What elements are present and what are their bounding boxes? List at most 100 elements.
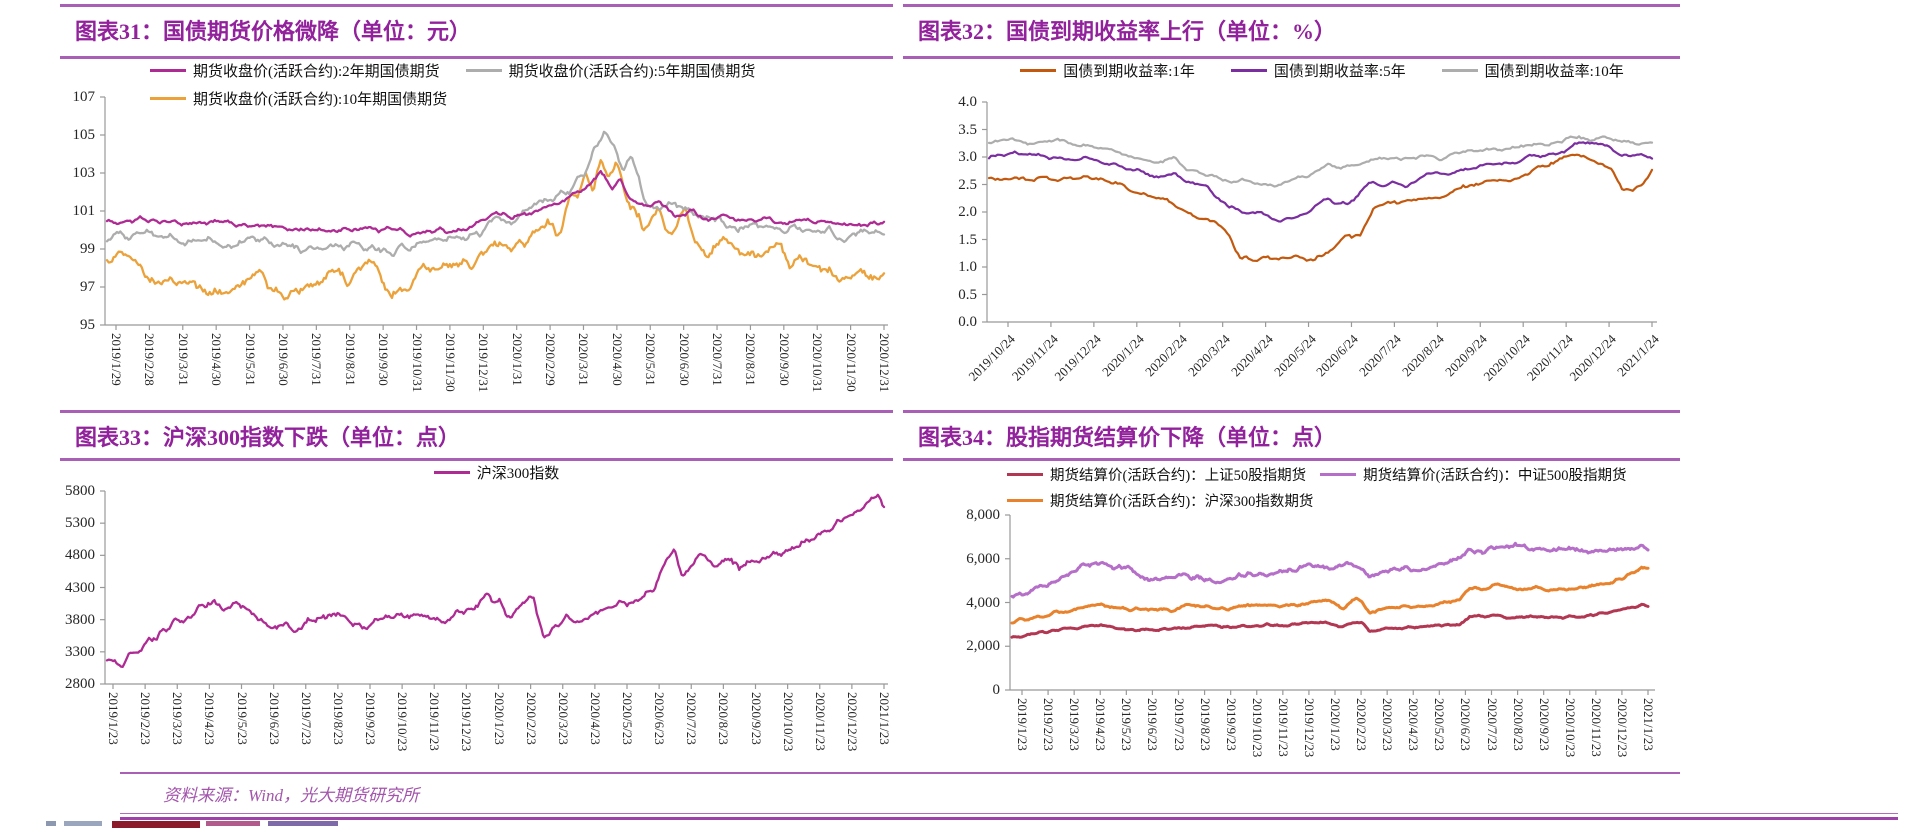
y-tick-label: 105 bbox=[72, 127, 96, 143]
y-tick-label: 6,000 bbox=[966, 550, 1000, 567]
x-tick-label: 2019/2/23 bbox=[138, 692, 154, 745]
legend-label: 期货收盘价(活跃合约):10年期国债期货 bbox=[193, 92, 448, 108]
x-tick-label: 2019/6/30 bbox=[275, 333, 291, 386]
clipped-text-fragment bbox=[268, 821, 338, 826]
series-line-c32-0 bbox=[987, 153, 1654, 262]
x-tick-label: 2020/3/23 bbox=[555, 692, 571, 745]
x-tick-label: 2019/7/31 bbox=[309, 333, 325, 386]
x-tick-label: 2020/1/31 bbox=[509, 333, 525, 386]
x-tick-label: 2020/6/23 bbox=[1458, 698, 1474, 751]
x-tick-label: 2019/8/23 bbox=[330, 692, 346, 745]
y-tick-label: 2.5 bbox=[958, 176, 977, 193]
legend-item: 国债到期收益率:10年 bbox=[1441, 60, 1624, 81]
x-tick-label: 2020/4/23 bbox=[1406, 698, 1422, 751]
y-tick-label: 4.0 bbox=[958, 94, 977, 110]
divider bbox=[903, 458, 1680, 461]
divider bbox=[903, 4, 1680, 7]
y-tick-label: 0.5 bbox=[958, 286, 977, 303]
legend-row: 国债到期收益率:1年 国债到期收益率:5年 国债到期收益率:10年 bbox=[987, 60, 1657, 81]
legend-line-swatch bbox=[1007, 499, 1043, 502]
y-tick-label: 95 bbox=[80, 317, 95, 333]
x-tick-label: 2020/1/23 bbox=[1328, 698, 1343, 751]
x-tick-label: 2020/1/23 bbox=[491, 692, 507, 745]
y-tick-label: 3300 bbox=[65, 643, 95, 660]
divider bbox=[120, 813, 1898, 815]
series-line-c33-0 bbox=[105, 493, 886, 669]
series-line-c32-2 bbox=[987, 135, 1654, 188]
x-tick-label: 2020/5/23 bbox=[620, 692, 635, 745]
clipped-text-fragment bbox=[46, 821, 56, 826]
x-tick-label: 2019/10/31 bbox=[409, 333, 425, 393]
legend-label: 期货结算价(活跃合约)：中证500股指期货 bbox=[1363, 468, 1627, 484]
series-line-c31-1 bbox=[105, 130, 886, 258]
chart-34-title: 图表34：股指期货结算价下降（单位：点） bbox=[918, 425, 1337, 450]
clipped-text-fragment bbox=[206, 821, 260, 826]
legend-label: 期货结算价(活跃合约)：沪深300指数期货 bbox=[1050, 494, 1314, 510]
x-tick-label: 2020/8/23 bbox=[1510, 698, 1526, 751]
legend-item: 期货结算价(活跃合约)：上证50股指期货 bbox=[1007, 464, 1306, 485]
x-tick-label: 2019/12/23 bbox=[459, 692, 475, 752]
divider bbox=[60, 458, 893, 461]
legend-label: 期货收盘价(活跃合约):5年期国债期货 bbox=[508, 64, 756, 80]
chart-32-title: 图表32：国债到期收益率上行（单位：%） bbox=[918, 19, 1337, 44]
y-tick-label: 1.5 bbox=[958, 231, 977, 248]
x-tick-label: 2020/6/23 bbox=[652, 692, 668, 745]
x-tick-label: 2019/3/23 bbox=[170, 692, 186, 745]
x-tick-label: 2020/4/23 bbox=[587, 692, 603, 745]
x-tick-label: 2019/2/23 bbox=[1041, 698, 1057, 751]
divider bbox=[60, 4, 893, 7]
legend-line-swatch bbox=[150, 97, 186, 100]
x-tick-label: 2019/4/30 bbox=[209, 333, 225, 386]
legend-line-swatch bbox=[1230, 69, 1267, 72]
data-source: 资料来源：Wind，光大期货研究所 bbox=[163, 786, 419, 805]
divider bbox=[903, 410, 1680, 413]
legend-line-swatch bbox=[433, 471, 470, 474]
x-tick-label: 2020/8/23 bbox=[716, 692, 732, 745]
legend-label: 期货结算价(活跃合约)：上证50股指期货 bbox=[1050, 468, 1307, 484]
x-tick-label: 2020/11/30 bbox=[843, 333, 859, 392]
clipped-text-fragment bbox=[64, 821, 102, 826]
x-tick-label: 2020/6/30 bbox=[676, 333, 692, 386]
x-tick-label: 2019/7/23 bbox=[298, 692, 314, 745]
x-tick-label: 2020/2/23 bbox=[523, 692, 539, 745]
y-tick-label: 2800 bbox=[65, 676, 95, 692]
legend-item: 期货收盘价(活跃合约):5年期国债期货 bbox=[465, 60, 756, 81]
x-tick-label: 2020/2/23 bbox=[1354, 698, 1370, 751]
x-tick-label: 2019/6/23 bbox=[1145, 698, 1161, 751]
legend-line-swatch bbox=[1320, 473, 1357, 476]
y-tick-label: 5300 bbox=[65, 515, 95, 532]
series-line-c34-2 bbox=[1010, 565, 1650, 625]
y-tick-label: 0 bbox=[992, 682, 1001, 698]
x-tick-label: 2019/3/31 bbox=[175, 333, 191, 386]
x-tick-label: 2020/7/23 bbox=[1484, 698, 1500, 751]
x-tick-label: 2020/9/23 bbox=[748, 692, 764, 745]
series-line-c32-1 bbox=[987, 141, 1654, 223]
x-tick-label: 2020/8/31 bbox=[743, 333, 759, 386]
x-tick-label: 2019/1/29 bbox=[109, 333, 124, 386]
divider bbox=[903, 56, 1680, 59]
divider bbox=[120, 817, 1898, 820]
y-tick-label: 103 bbox=[72, 165, 96, 181]
legend-label: 国债到期收益率:5年 bbox=[1273, 64, 1406, 80]
divider bbox=[60, 410, 893, 413]
x-tick-label: 2019/8/23 bbox=[1197, 698, 1213, 751]
legend-item: 期货结算价(活跃合约)：沪深300指数期货 bbox=[1007, 490, 1313, 511]
x-tick-label: 2020/5/23 bbox=[1432, 698, 1448, 751]
legend-line-swatch bbox=[1020, 69, 1057, 72]
x-tick-label: 2020/10/31 bbox=[810, 333, 826, 393]
x-tick-label: 2019/5/23 bbox=[1119, 698, 1135, 751]
x-tick-label: 2020/11/23 bbox=[812, 692, 828, 751]
x-tick-label: 2020/11/23 bbox=[1588, 698, 1604, 757]
x-tick-label: 2019/10/23 bbox=[1249, 698, 1265, 758]
x-tick-label: 2020/12/23 bbox=[844, 692, 860, 752]
series-line-c31-0 bbox=[105, 169, 886, 238]
legend-item: 国债到期收益率:1年 bbox=[1020, 60, 1195, 81]
x-tick-label: 2020/9/30 bbox=[776, 333, 792, 386]
chart-33-title: 图表33：沪深300指数下跌（单位：点） bbox=[75, 425, 461, 450]
x-tick-label: 2020/10/23 bbox=[780, 692, 796, 752]
clipped-logo-fragment bbox=[112, 821, 200, 828]
x-tick-label: 2019/5/23 bbox=[234, 692, 250, 745]
